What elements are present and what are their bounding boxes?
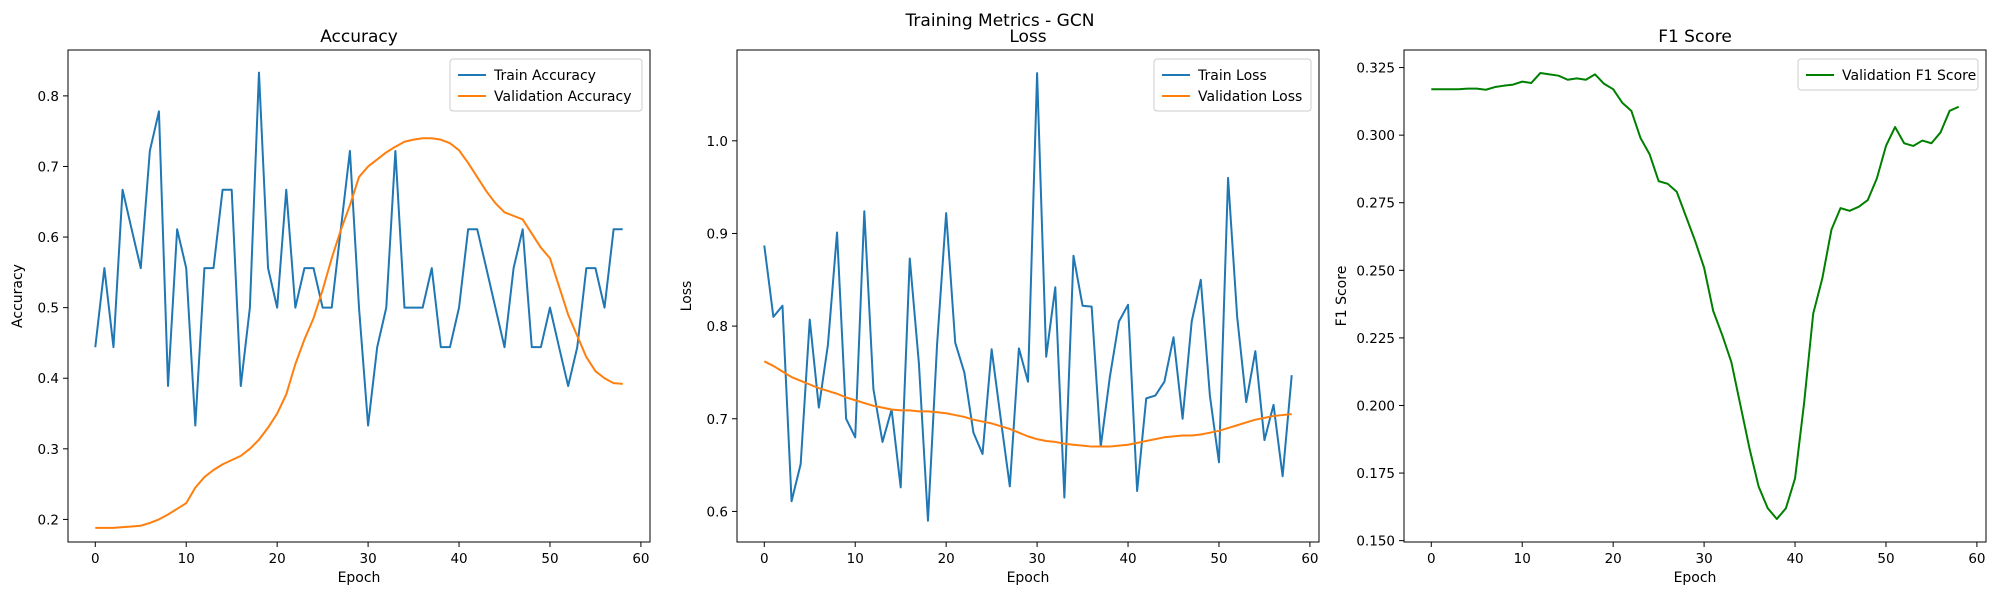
legend-entry-validation-f1-score: Validation F1 Score <box>1806 68 1976 84</box>
legend-entry-train-loss: Train Loss <box>1162 68 1267 84</box>
f1-score-y-tick-label: 0.175 <box>1356 466 1395 482</box>
loss-legend-box <box>1153 58 1312 112</box>
accuracy-x-tick-label: 0 <box>91 551 100 567</box>
accuracy-x-axis-label: Epoch <box>338 570 381 586</box>
accuracy-x-tick-label: 60 <box>632 551 649 567</box>
loss-y-tick-label: 0.9 <box>707 226 728 242</box>
loss-x-tick-label: 60 <box>1301 551 1318 567</box>
accuracy-legend-box <box>449 58 643 112</box>
series-line-validation-loss <box>763 360 1292 448</box>
series-line-train-loss <box>763 72 1293 522</box>
accuracy-y-tick-label: 0.3 <box>38 442 59 458</box>
accuracy-chart-title: Accuracy <box>320 27 398 47</box>
loss-plot-area: 0 10 20 30 40 50 60 0.6 0.7 0.8 0.9 1.0 <box>707 49 1320 567</box>
f1-score-chart: F1 Score Epoch F1 Score 0 10 20 30 40 50 60 0.1… <box>1334 27 1987 586</box>
accuracy-x-tick-label: 50 <box>541 551 558 567</box>
accuracy-y-tick-label: 0.6 <box>38 230 59 246</box>
legend-entry-validation-loss: Validation Loss <box>1162 89 1302 105</box>
accuracy-y-tick-label: 0.2 <box>38 512 59 528</box>
f1-score-chart-title: F1 Score <box>1658 27 1732 47</box>
f1-score-y-axis-label: F1 Score <box>1334 266 1350 327</box>
loss-chart: Loss Epoch Loss 0 10 20 30 40 50 60 0.6 0.7 0.8 0.… <box>679 27 1320 586</box>
accuracy-axes-frame <box>67 49 651 543</box>
f1-score-legend-box <box>1797 58 1979 91</box>
loss-axes-frame <box>736 49 1320 543</box>
accuracy-y-tick-label: 0.4 <box>38 371 59 387</box>
f1-score-x-axis-label: Epoch <box>1674 570 1717 586</box>
f1-score-legend: Validation F1 Score <box>1797 58 1979 91</box>
f1-score-x-tick-label: 0 <box>1427 551 1436 567</box>
legend-entry-validation-accuracy: Validation Accuracy <box>458 89 632 105</box>
f1-score-y-tick-label: 0.325 <box>1356 61 1395 77</box>
f1-score-x-tick-label: 20 <box>1605 551 1622 567</box>
f1-score-y-tick-label: 0.300 <box>1356 128 1395 144</box>
loss-y-tick-label: 0.7 <box>707 412 728 428</box>
legend-label-train-accuracy: Train Accuracy <box>493 68 596 84</box>
f1-score-x-tick-label: 40 <box>1786 551 1803 567</box>
accuracy-x-tick-label: 20 <box>269 551 286 567</box>
f1-score-plot-area: 0 10 20 30 40 50 60 0.150 0.175 0.200 0.225 0.250 0.… <box>1356 49 1987 567</box>
loss-x-tick-label: 40 <box>1119 551 1136 567</box>
f1-score-y-tick-label: 0.200 <box>1356 398 1395 414</box>
loss-y-tick-label: 1.0 <box>707 134 728 150</box>
accuracy-legend: Train Accuracy Validation Accuracy <box>449 58 643 112</box>
legend-entry-train-accuracy: Train Accuracy <box>458 68 596 84</box>
loss-y-tick-label: 0.8 <box>707 319 728 335</box>
accuracy-x-tick-label: 10 <box>178 551 195 567</box>
series-line-validation-accuracy <box>95 137 623 529</box>
loss-x-axis-label: Epoch <box>1007 570 1050 586</box>
accuracy-y-tick-label: 0.7 <box>38 159 59 175</box>
figure-title: Training Metrics - GCN <box>905 11 1095 31</box>
accuracy-x-tick-label: 30 <box>360 551 377 567</box>
loss-y-axis-label: Loss <box>679 281 695 312</box>
f1-score-x-tick-label: 50 <box>1877 551 1894 567</box>
series-line-train-accuracy <box>94 71 623 427</box>
accuracy-plot-area: 0 10 20 30 40 50 60 0.2 0.3 0.4 0.5 0.6 0.7 0.8 <box>38 49 651 567</box>
loss-x-tick-label: 20 <box>938 551 955 567</box>
accuracy-x-tick-label: 40 <box>450 551 467 567</box>
f1-score-y-tick-label: 0.150 <box>1356 534 1395 550</box>
loss-x-tick-label: 0 <box>760 551 769 567</box>
f1-score-y-tick-label: 0.250 <box>1356 263 1395 279</box>
loss-y-tick-label: 0.6 <box>707 504 728 520</box>
accuracy-y-axis-label: Accuracy <box>10 264 26 328</box>
accuracy-chart: Accuracy Epoch Accuracy 0 10 20 30 40 50 60 0.2… <box>10 27 651 586</box>
legend-label-train-loss: Train Loss <box>1197 68 1267 84</box>
loss-legend: Train Loss Validation Loss <box>1153 58 1312 112</box>
f1-score-x-tick-label: 30 <box>1696 551 1713 567</box>
f1-score-x-tick-label: 10 <box>1514 551 1531 567</box>
f1-score-axes-frame <box>1403 49 1987 543</box>
f1-score-y-tick-label: 0.275 <box>1356 196 1395 212</box>
legend-label-validation-accuracy: Validation Accuracy <box>494 89 632 105</box>
loss-x-tick-label: 10 <box>847 551 864 567</box>
legend-label-validation-f1-score: Validation F1 Score <box>1842 68 1976 84</box>
f1-score-y-tick-label: 0.225 <box>1356 331 1395 347</box>
accuracy-y-tick-label: 0.5 <box>38 301 59 317</box>
loss-chart-title: Loss <box>1009 27 1046 47</box>
loss-x-tick-label: 30 <box>1029 551 1046 567</box>
accuracy-y-tick-label: 0.8 <box>38 89 59 105</box>
loss-x-tick-label: 50 <box>1210 551 1227 567</box>
legend-label-validation-loss: Validation Loss <box>1198 89 1302 105</box>
f1-score-x-tick-label: 60 <box>1968 551 1985 567</box>
series-line-validation-f1-score <box>1431 71 1960 521</box>
